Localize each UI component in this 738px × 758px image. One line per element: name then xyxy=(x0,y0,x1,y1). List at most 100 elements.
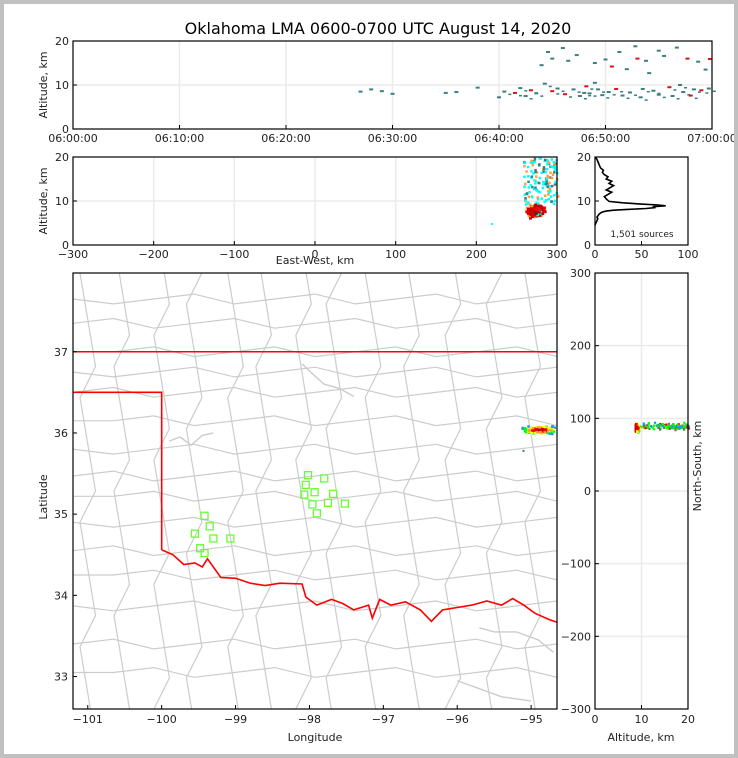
time-height-source xyxy=(662,96,666,99)
map-source xyxy=(530,426,533,429)
lma-station-marker xyxy=(200,548,209,558)
east-west-source xyxy=(527,186,531,189)
time-height-source xyxy=(647,72,652,75)
east-west-source xyxy=(539,157,542,160)
time-height-source xyxy=(592,81,597,84)
map-source xyxy=(532,432,535,435)
time-height-source xyxy=(635,57,640,60)
time-height-source xyxy=(676,98,680,100)
east-west-source xyxy=(530,215,534,219)
county-boundary xyxy=(227,273,244,709)
time-height-source xyxy=(534,92,539,95)
north-south-altitude-panel: 0 10 20 −300 −200 −100 0 100 200 300 North-South,… xyxy=(561,267,704,744)
river-boundary xyxy=(479,627,554,653)
time-height-source xyxy=(703,68,708,71)
time-height-source xyxy=(577,95,582,97)
longitude-tick-label: −101 xyxy=(73,713,103,726)
time-height-source xyxy=(678,84,683,86)
river-boundary xyxy=(301,363,355,398)
time-height-source xyxy=(548,85,552,88)
east-west-source xyxy=(527,195,531,199)
east-west-source xyxy=(549,195,553,198)
longitude-tick-label: −96 xyxy=(446,713,469,726)
east-west-source xyxy=(547,161,551,164)
east-west-source xyxy=(554,162,557,166)
north-south-source xyxy=(675,425,678,428)
east-west-source xyxy=(527,175,530,178)
east-west-source xyxy=(528,210,532,214)
figure: Oklahoma LMA 0600-0700 UTC August 14, 20… xyxy=(4,4,734,754)
time-height-source xyxy=(508,93,512,96)
longitude-tick-label: −97 xyxy=(372,713,395,726)
county-boundary xyxy=(73,415,557,427)
east-west-source xyxy=(540,206,544,210)
north-south-source xyxy=(667,424,671,427)
north-south-source xyxy=(656,425,659,428)
county-boundary xyxy=(73,386,557,398)
east-west-source xyxy=(550,200,553,203)
figure-title: Oklahoma LMA 0600-0700 UTC August 14, 20… xyxy=(185,19,572,38)
altitude-tick-label: 10 xyxy=(635,713,649,726)
north-south-source xyxy=(649,424,653,428)
east-west-source xyxy=(537,210,541,214)
north-south-source xyxy=(653,424,656,427)
altitude-tick-label: 0 xyxy=(62,123,69,136)
north-south-source xyxy=(685,423,688,426)
count-tick-label: 50 xyxy=(635,248,649,261)
time-height-source xyxy=(651,89,656,92)
county-boundary xyxy=(153,273,171,709)
latitude-tick-label: 37 xyxy=(54,346,68,359)
lma-station-marker xyxy=(200,511,209,520)
north-south-source xyxy=(667,427,670,430)
county-boundary xyxy=(185,273,203,709)
east-west-source xyxy=(490,223,493,225)
east-west-source xyxy=(541,186,545,190)
time-height-source xyxy=(688,94,693,97)
north-south-source xyxy=(683,421,686,424)
longitude-tick-label: −95 xyxy=(520,713,543,726)
lma-station-marker xyxy=(312,509,321,518)
east-west-tick-label: −200 xyxy=(139,248,169,261)
time-height-source xyxy=(712,90,716,93)
time-height-source xyxy=(583,98,587,100)
time-height-source xyxy=(674,46,679,49)
time-height-source xyxy=(596,88,601,91)
time-height-source xyxy=(539,64,544,67)
east-west-source xyxy=(532,187,536,191)
count-tick-label: 100 xyxy=(678,248,699,261)
east-west-source xyxy=(549,171,552,174)
east-west-source xyxy=(552,160,556,164)
county-boundary xyxy=(73,470,557,482)
north-south-source xyxy=(663,423,666,427)
east-west-source xyxy=(524,197,527,200)
east-west-source xyxy=(528,207,532,211)
north-south-source xyxy=(659,427,662,430)
east-west-source xyxy=(536,207,540,211)
east-west-source xyxy=(529,183,532,187)
time-tick-label: 06:40:00 xyxy=(474,132,523,145)
east-west-source xyxy=(543,200,546,204)
east-west-source xyxy=(550,165,553,168)
north-south-source xyxy=(646,424,649,427)
east-west-source xyxy=(530,170,533,173)
east-west-source xyxy=(526,165,530,169)
north-south-source xyxy=(673,426,677,430)
time-height-source xyxy=(545,51,550,53)
north-south-source xyxy=(672,427,675,430)
north-south-source xyxy=(657,424,660,427)
time-height-source xyxy=(602,91,606,93)
lma-station-marker xyxy=(310,488,319,497)
time-height-source xyxy=(699,89,704,92)
county-boundary xyxy=(325,273,343,709)
east-west-tick-label: −100 xyxy=(219,248,249,261)
east-west-source xyxy=(531,185,534,189)
east-west-source xyxy=(538,190,542,194)
east-west-source xyxy=(529,207,533,211)
east-west-source xyxy=(549,185,552,188)
east-west-source xyxy=(535,201,538,205)
map-source xyxy=(559,427,562,430)
lma-station-marker xyxy=(190,529,200,538)
county-boundary xyxy=(73,600,557,612)
north-south-tick-label: −200 xyxy=(561,630,591,643)
north-south-source xyxy=(661,422,664,426)
